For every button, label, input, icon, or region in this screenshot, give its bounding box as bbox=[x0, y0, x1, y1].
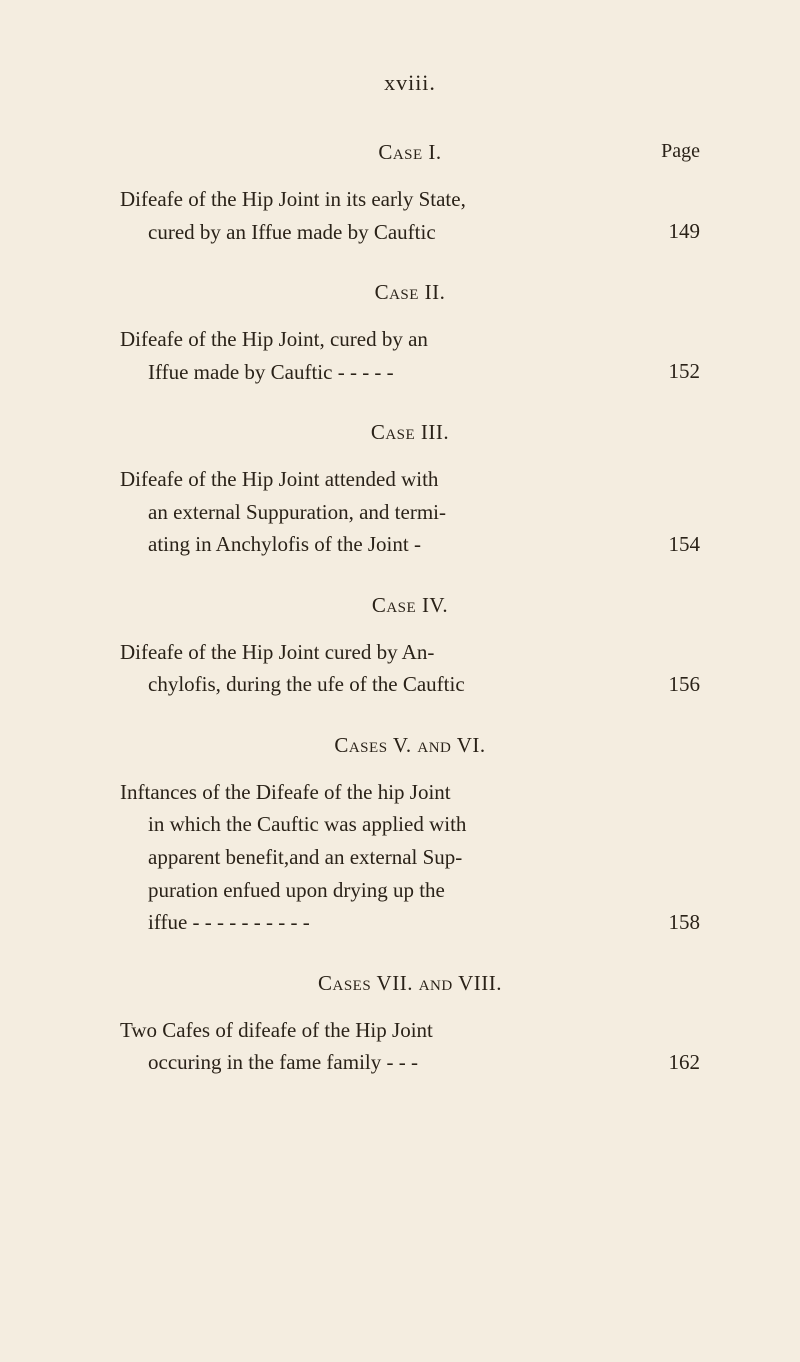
page-reference: 158 bbox=[669, 910, 701, 935]
entry-line: Difeafe of the Hip Joint, cured by an bbox=[120, 323, 630, 356]
page-reference: 152 bbox=[669, 359, 701, 384]
toc-entry: Two Cafes of difeafe of the Hip Joint oc… bbox=[120, 1014, 700, 1079]
entry-line: cured by an Iffue made by Cauftic bbox=[120, 216, 630, 249]
page-roman-header: xviii. bbox=[120, 70, 700, 96]
page-reference: 154 bbox=[669, 532, 701, 557]
case-heading-3: Case III. bbox=[120, 420, 700, 445]
entry-line: Difeafe of the Hip Joint attended with bbox=[120, 463, 630, 496]
entry-line: Inftances of the Difeafe of the hip Join… bbox=[120, 776, 630, 809]
case-heading-7-8: Cases VII. and VIII. bbox=[120, 971, 700, 996]
entry-line: Difeafe of the Hip Joint in its early St… bbox=[120, 183, 630, 216]
entry-text: Two Cafes of difeafe of the Hip Joint oc… bbox=[120, 1014, 700, 1079]
page-reference: 149 bbox=[669, 219, 701, 244]
entry-text: Inftances of the Difeafe of the hip Join… bbox=[120, 776, 700, 939]
entry-line: puration enfued upon drying up the bbox=[120, 874, 630, 907]
entry-line: iffue - - - - - - - - - - bbox=[120, 906, 630, 939]
page-reference: 162 bbox=[669, 1050, 701, 1075]
case-heading-4: Case IV. bbox=[120, 593, 700, 618]
entry-text: Difeafe of the Hip Joint, cured by an If… bbox=[120, 323, 700, 388]
toc-entry: Difeafe of the Hip Joint in its early St… bbox=[120, 183, 700, 248]
case-heading-1: Case I. bbox=[120, 140, 700, 165]
entry-line: Two Cafes of difeafe of the Hip Joint bbox=[120, 1014, 630, 1047]
toc-entry: Difeafe of the Hip Joint, cured by an If… bbox=[120, 323, 700, 388]
entry-line: Iffue made by Cauftic - - - - - bbox=[120, 356, 630, 389]
entry-line: an external Suppuration, and termi- bbox=[120, 496, 630, 529]
entry-line: Difeafe of the Hip Joint cured by An- bbox=[120, 636, 630, 669]
entry-text: Difeafe of the Hip Joint attended with a… bbox=[120, 463, 700, 561]
case-heading-2: Case II. bbox=[120, 280, 700, 305]
toc-entry: Inftances of the Difeafe of the hip Join… bbox=[120, 776, 700, 939]
entry-text: Difeafe of the Hip Joint cured by An- ch… bbox=[120, 636, 700, 701]
entry-line: in which the Cauftic was applied with bbox=[120, 808, 630, 841]
entry-line: chylofis, during the ufe of the Cauftic bbox=[120, 668, 630, 701]
case-heading-5-6: Cases V. and VI. bbox=[120, 733, 700, 758]
entry-text: Difeafe of the Hip Joint in its early St… bbox=[120, 183, 700, 248]
entry-line: occuring in the fame family - - - bbox=[120, 1046, 630, 1079]
toc-entry: Difeafe of the Hip Joint cured by An- ch… bbox=[120, 636, 700, 701]
page-column-label: Page bbox=[661, 140, 700, 163]
entry-line: ating in Anchylofis of the Joint - bbox=[120, 528, 630, 561]
page-reference: 156 bbox=[669, 672, 701, 697]
toc-entry: Difeafe of the Hip Joint attended with a… bbox=[120, 463, 700, 561]
entry-line: apparent benefit,and an external Sup- bbox=[120, 841, 630, 874]
